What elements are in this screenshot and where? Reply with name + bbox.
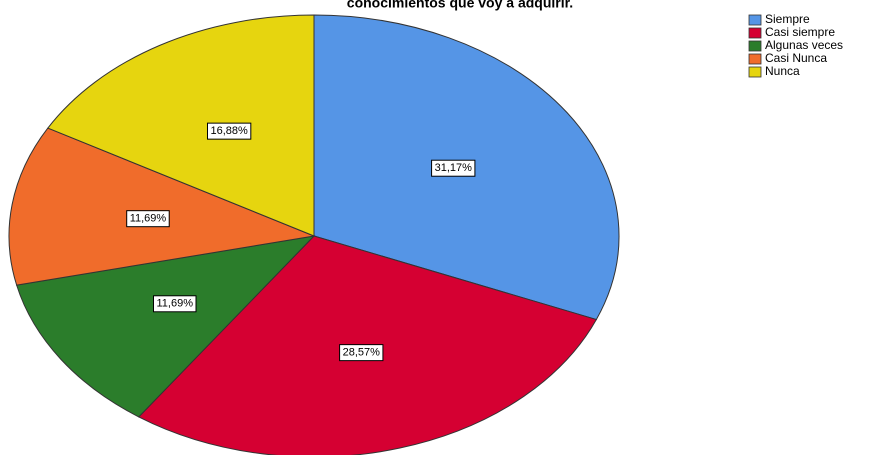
data-label-text: 31,17% xyxy=(435,162,473,174)
data-label-text: 28,57% xyxy=(343,347,381,359)
data-label: 28,57% xyxy=(339,344,384,362)
data-label-box xyxy=(153,295,197,313)
legend-label: Nunca xyxy=(765,64,800,78)
pie-slice xyxy=(15,235,316,418)
data-label: 16,88% xyxy=(206,122,252,140)
data-label: 11,69% xyxy=(126,210,170,228)
data-label-box xyxy=(206,122,252,140)
legend-label: Siempre xyxy=(765,12,810,26)
data-label-box xyxy=(126,210,170,228)
legend-swatch xyxy=(748,14,762,26)
data-label-text: 11,69% xyxy=(157,298,194,310)
pie-slice xyxy=(8,127,316,286)
data-label-text: 11,69% xyxy=(130,213,167,225)
legend-label: Algunas veces xyxy=(765,38,843,52)
legend-label: Casi siempre xyxy=(765,25,835,39)
pie-slice xyxy=(47,14,315,237)
chart-title: conocimientos que voy a adquirir. xyxy=(347,0,573,11)
data-label-box xyxy=(431,159,476,177)
data-label-box xyxy=(339,344,384,362)
legend-swatch xyxy=(748,27,762,39)
legend-label: Casi Nunca xyxy=(765,51,827,65)
data-label-text: 16,88% xyxy=(210,125,248,137)
data-label: 11,69% xyxy=(153,295,197,313)
legend-swatch xyxy=(748,66,762,78)
data-label: 31,17% xyxy=(431,159,476,177)
legend-swatch xyxy=(748,53,762,65)
legend-swatch xyxy=(748,40,762,52)
